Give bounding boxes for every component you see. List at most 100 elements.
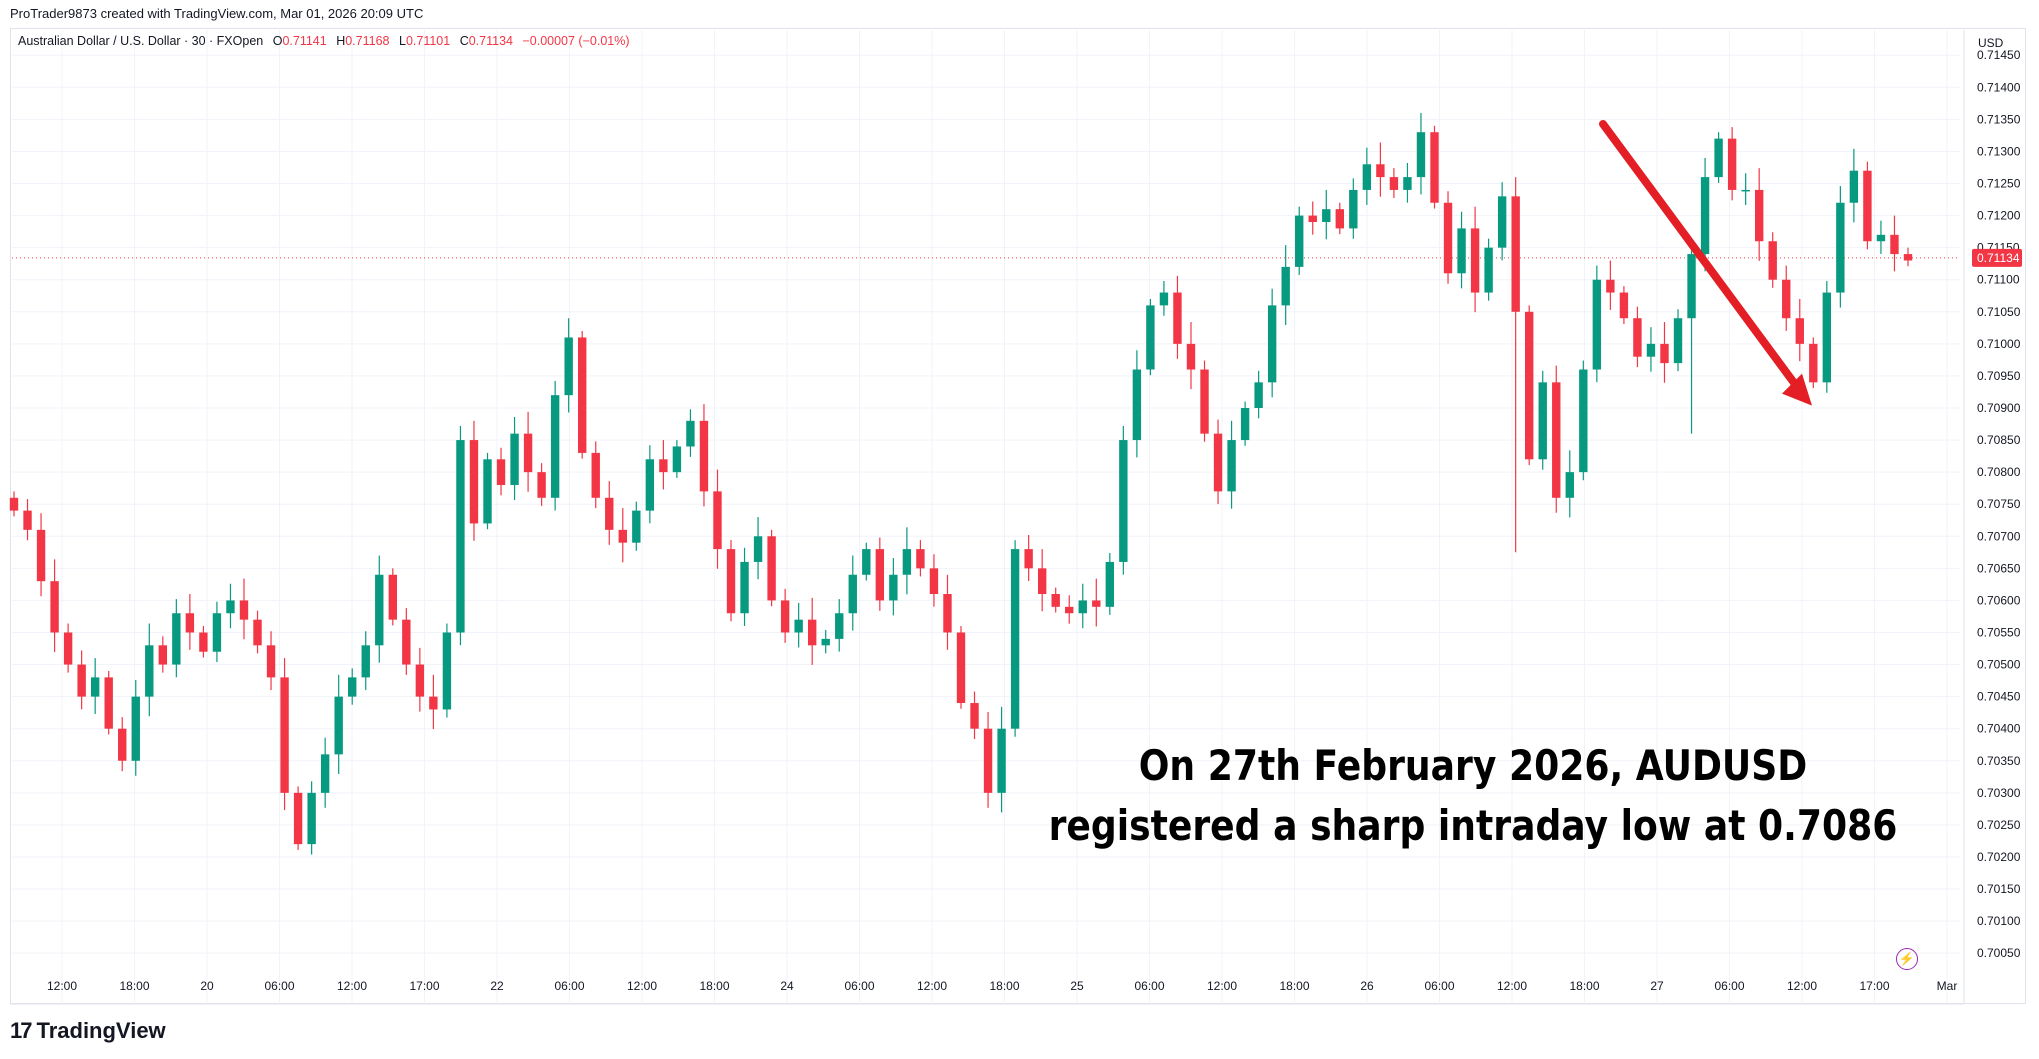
candle-up: [1159, 292, 1169, 306]
candle-up: [1538, 382, 1547, 460]
candle-up: [1322, 209, 1331, 222]
candle-down: [77, 664, 86, 697]
time-tick-label: 17:00: [409, 979, 439, 993]
candle-down: [496, 459, 506, 485]
candle-down: [1525, 311, 1534, 460]
annotation-line-1: On 27th February 2026, AUDUSD: [1138, 741, 1808, 790]
candle-down: [943, 594, 952, 633]
candle-up: [1146, 305, 1155, 370]
price-tick-label: 0.71100: [1977, 273, 2020, 287]
price-tick-label: 0.71450: [1977, 48, 2021, 62]
candle-up: [1240, 408, 1250, 441]
candle-down: [1809, 343, 1818, 383]
candle-up: [226, 600, 235, 614]
current-price-badge: [1972, 248, 2022, 267]
open-value: 0.71141: [282, 34, 327, 48]
time-axis: 12:00 18:00 20 06:00 12:00 17:00 22 06:00 12:00 1…: [10, 979, 1964, 1005]
currency-label[interactable]: USD: [1978, 36, 2004, 50]
price-tick-label: 0.70800: [1977, 465, 2021, 479]
candle-up: [348, 677, 357, 697]
candle-down: [1782, 279, 1791, 319]
candle-up: [889, 574, 898, 601]
candle-up: [1646, 343, 1656, 357]
time-tick-label: Mar: [1937, 979, 1958, 993]
price-tick-label: 0.70900: [1977, 401, 2021, 415]
candle-down: [1754, 189, 1764, 242]
candle-down: [1660, 343, 1669, 364]
candle-up: [361, 645, 370, 678]
candle-down: [1511, 196, 1520, 312]
candle-down: [63, 632, 73, 665]
candle-down: [523, 433, 533, 473]
candle-up: [1497, 196, 1507, 248]
candle-down: [1186, 343, 1196, 370]
candle-down: [983, 728, 993, 793]
candle-up: [1714, 138, 1723, 178]
candle-up: [1876, 234, 1886, 242]
price-tick-label: 0.70250: [1977, 818, 2021, 832]
time-tick-label: 17:00: [1859, 979, 1889, 993]
time-tick-label: 25: [1070, 979, 1084, 993]
close-label: C: [459, 34, 469, 48]
candle-up: [1254, 382, 1263, 408]
candle-up: [1579, 369, 1588, 473]
time-tick-label: 18:00: [989, 979, 1019, 993]
candle-down: [1430, 132, 1439, 203]
symbol-name[interactable]: Australian Dollar / U.S. Dollar · 30 · F…: [18, 34, 264, 48]
high-label: H: [336, 34, 346, 48]
time-tick-label: 06:00: [554, 979, 584, 993]
lightning-icon[interactable]: ⚡: [1896, 948, 1918, 970]
candle-up: [90, 677, 100, 697]
time-tick-label: 12:00: [1207, 979, 1237, 993]
candle-down: [916, 549, 925, 569]
price-axis: 0.71450 0.71400 0.71350 0.71300 0.71250 0.712…: [1963, 30, 2022, 1004]
candle-up: [131, 696, 140, 761]
time-tick-label: 06:00: [1714, 979, 1744, 993]
price-tick-label: 0.70100: [1977, 914, 2021, 928]
candle-down: [1308, 215, 1317, 222]
candle-up: [510, 433, 519, 485]
candle-down: [1633, 318, 1642, 357]
time-tick-label: 20: [200, 979, 214, 993]
candle-down: [1470, 228, 1480, 293]
candle-down: [1051, 594, 1060, 607]
candle-up: [1836, 202, 1845, 293]
time-tick-label: 12:00: [1497, 979, 1527, 993]
candle-up: [1349, 189, 1358, 229]
candle-up: [212, 613, 222, 652]
time-tick-label: 06:00: [264, 979, 294, 993]
candle-down: [1213, 433, 1223, 492]
candle-up: [753, 536, 763, 562]
candle-down: [659, 459, 668, 473]
candle-down: [1335, 209, 1344, 229]
time-tick-label: 06:00: [1424, 979, 1454, 993]
candle-down: [618, 529, 627, 543]
candle-down: [591, 452, 600, 498]
tradingview-logo[interactable]: 17 TradingView: [10, 1018, 166, 1044]
candle-up: [740, 561, 749, 614]
candle-up: [862, 549, 871, 575]
candle-up: [334, 696, 343, 755]
price-tick-label: 0.70200: [1977, 850, 2021, 864]
price-tick-label: 0.70300: [1977, 786, 2021, 800]
candle-down: [970, 703, 979, 729]
price-tick-label: 0.70350: [1977, 754, 2021, 768]
candle-down: [1727, 138, 1737, 190]
time-tick-label: 24: [780, 979, 794, 993]
candle-down: [293, 792, 303, 845]
candle-up: [1132, 369, 1142, 441]
time-tick-label: 22: [490, 979, 504, 993]
price-tick-label: 0.70850: [1977, 433, 2021, 447]
time-tick-label: 06:00: [844, 979, 874, 993]
candle-down: [469, 440, 479, 524]
candle-down: [1903, 254, 1913, 261]
price-tick-label: 0.70950: [1977, 369, 2021, 383]
candle-up: [794, 619, 803, 633]
candle-up: [1565, 472, 1574, 498]
price-tick-label: 0.70050: [1977, 946, 2021, 960]
candle-up: [1741, 189, 1750, 192]
candle-down: [402, 619, 411, 665]
candle-up: [1119, 440, 1128, 562]
candle-up: [1822, 292, 1832, 383]
